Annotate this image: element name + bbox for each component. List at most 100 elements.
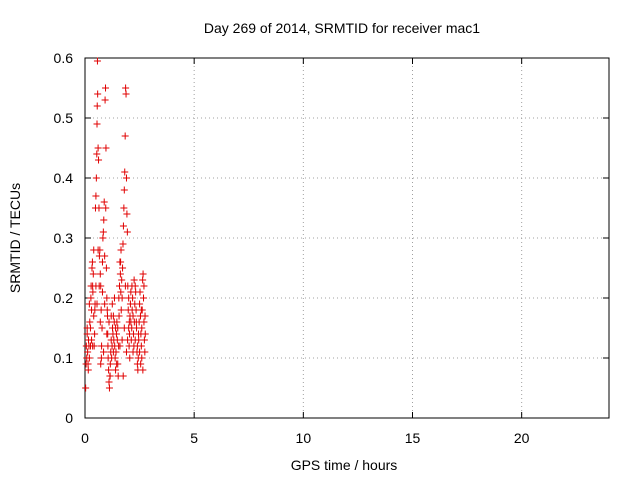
data-point: [91, 306, 99, 314]
data-point: [96, 318, 104, 326]
data-point: [105, 378, 113, 386]
data-point: [126, 354, 134, 362]
data-point: [117, 246, 125, 254]
data-point: [103, 306, 111, 314]
data-point: [122, 174, 130, 182]
data-point: [112, 324, 120, 332]
data-point: [98, 288, 106, 296]
data-point: [104, 342, 112, 350]
data-point: [93, 102, 101, 110]
data-point: [89, 270, 97, 278]
data-point: [132, 318, 140, 326]
data-point: [140, 294, 148, 302]
data-point: [111, 354, 119, 362]
data-point: [83, 330, 91, 338]
data-point: [84, 366, 92, 374]
data-point: [121, 132, 129, 140]
data-point: [100, 198, 108, 206]
data-point: [136, 288, 144, 296]
data-point: [84, 348, 92, 356]
data-point: [96, 270, 104, 278]
data-point: [125, 294, 133, 302]
data-point: [103, 294, 111, 302]
x-axis-label: GPS time / hours: [291, 457, 398, 473]
data-point: [124, 336, 132, 344]
data-point: [98, 258, 106, 266]
data-point: [88, 258, 96, 266]
data-point: [93, 300, 101, 308]
data-point: [139, 270, 147, 278]
y-tick-label: 0.6: [54, 50, 74, 66]
data-point: [123, 228, 131, 236]
data-point: [127, 288, 135, 296]
data-point: [106, 360, 114, 368]
data-point: [138, 354, 146, 362]
data-point: [82, 384, 90, 392]
data-point: [83, 324, 91, 332]
data-point: [131, 336, 139, 344]
data-point: [101, 300, 109, 308]
data-point: [117, 258, 125, 266]
data-point: [97, 354, 105, 362]
data-point: [123, 210, 131, 218]
data-point: [101, 252, 109, 260]
data-point: [119, 264, 127, 272]
data-point: [87, 294, 95, 302]
y-tick-label: 0.2: [54, 290, 74, 306]
data-point: [92, 192, 100, 200]
data-point: [105, 384, 113, 392]
data-point: [121, 282, 129, 290]
data-point: [86, 342, 94, 350]
data-point: [140, 318, 148, 326]
data-point: [139, 366, 147, 374]
data-point: [93, 57, 101, 65]
data-points: [82, 57, 149, 392]
data-point: [90, 312, 98, 320]
y-tick-label: 0.3: [54, 230, 74, 246]
data-point: [102, 144, 110, 152]
data-point: [93, 150, 101, 158]
x-tick-label: 0: [81, 430, 89, 446]
data-point: [99, 234, 107, 242]
data-point: [138, 324, 146, 332]
data-point: [89, 288, 97, 296]
data-point: [130, 276, 138, 284]
data-point: [137, 360, 145, 368]
data-point: [98, 324, 106, 332]
data-point: [121, 168, 129, 176]
data-point: [115, 282, 123, 290]
data-point: [112, 366, 120, 374]
x-tick-label: 10: [296, 430, 312, 446]
y-tick-label: 0.1: [54, 350, 74, 366]
data-point: [139, 276, 147, 284]
data-point: [105, 318, 113, 326]
data-point: [140, 282, 148, 290]
data-point: [112, 348, 120, 356]
y-tick-labels: 0 0.1 0.2 0.3 0.4 0.5 0.6: [54, 50, 74, 426]
data-point: [94, 246, 102, 254]
data-point: [120, 324, 128, 332]
data-point: [106, 372, 114, 380]
data-point: [119, 222, 127, 230]
data-point: [117, 306, 125, 314]
data-point: [113, 318, 121, 326]
data-point: [99, 228, 107, 236]
data-point: [140, 336, 148, 344]
data-point: [85, 354, 93, 362]
data-point: [100, 216, 108, 224]
data-point: [118, 276, 126, 284]
data-point: [105, 366, 113, 374]
data-point: [112, 330, 120, 338]
data-point: [122, 348, 130, 356]
data-point: [102, 264, 110, 272]
data-point: [97, 306, 105, 314]
data-point: [93, 120, 101, 128]
data-point: [95, 156, 103, 164]
data-point: [102, 204, 110, 212]
chart-title: Day 269 of 2014, SRMTID for receiver mac…: [204, 20, 480, 36]
data-point: [116, 342, 124, 350]
data-point: [134, 330, 142, 338]
data-point: [141, 312, 149, 320]
data-point: [97, 360, 105, 368]
